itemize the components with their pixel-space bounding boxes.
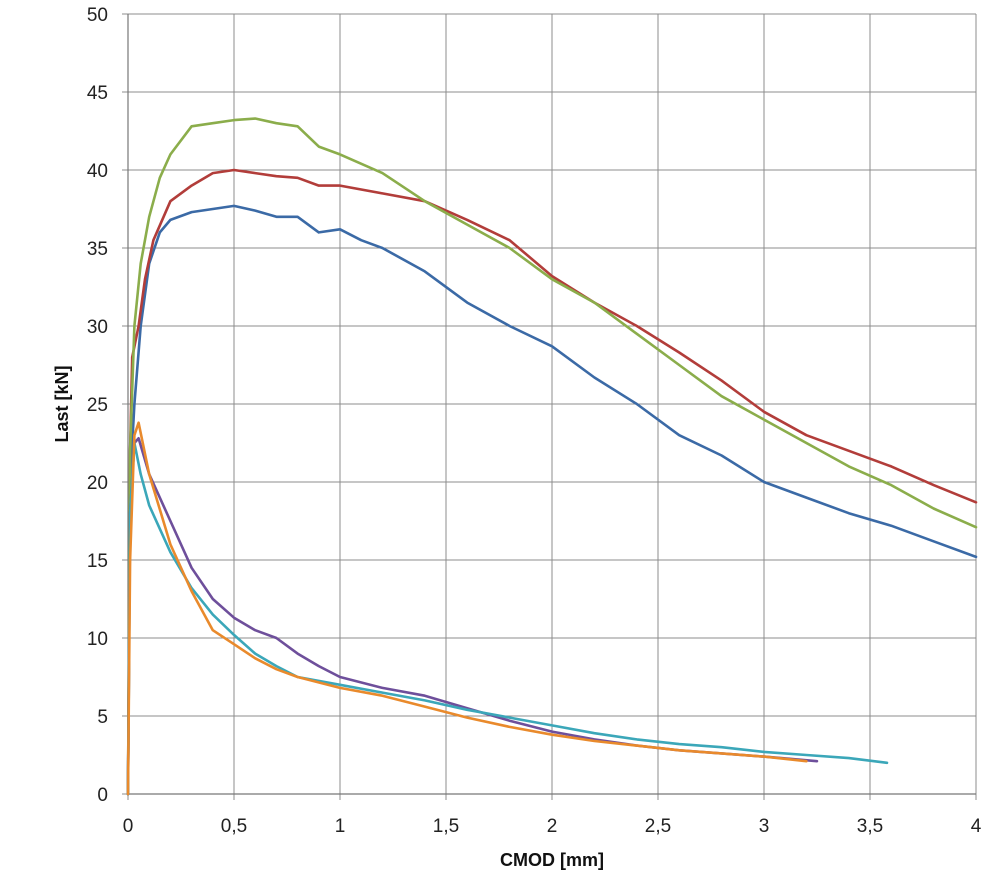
series-line-cyan xyxy=(126,441,889,796)
y-tick-label: 40 xyxy=(87,161,108,182)
tick-labels: 0 5 10 15 20 25 30 35 40 45 50 0 0,5 1 1,5 2 2,5 3 3,5 4 xyxy=(87,5,982,837)
series-line-red xyxy=(126,168,978,796)
series-group xyxy=(126,117,978,796)
series-line-orange xyxy=(126,421,808,796)
x-tick-label: 3,5 xyxy=(857,816,883,837)
x-tick-label: 3 xyxy=(759,816,770,837)
y-tick-label: 45 xyxy=(87,83,108,104)
y-tick-label: 25 xyxy=(87,395,108,416)
series-line-green xyxy=(126,117,978,796)
x-tick-label: 0 xyxy=(123,816,134,837)
x-tick-label: 2 xyxy=(547,816,558,837)
series-line-purple xyxy=(126,437,819,796)
y-axis-title: Last [kN] xyxy=(52,365,72,442)
y-tick-label: 35 xyxy=(87,239,108,260)
x-axis-title: CMOD [mm] xyxy=(500,850,604,870)
y-tick-label: 10 xyxy=(87,629,108,650)
y-tick-label: 15 xyxy=(87,551,108,572)
x-tick-label: 0,5 xyxy=(221,816,247,837)
grid xyxy=(122,13,977,800)
x-tick-label: 2,5 xyxy=(645,816,671,837)
y-tick-label: 30 xyxy=(87,317,108,338)
x-tick-label: 1 xyxy=(335,816,346,837)
y-tick-label: 5 xyxy=(97,707,108,728)
x-tick-label: 4 xyxy=(971,816,982,837)
y-tick-label: 20 xyxy=(87,473,108,494)
y-tick-label: 50 xyxy=(87,5,108,26)
x-tick-label: 1,5 xyxy=(433,816,459,837)
y-tick-label: 0 xyxy=(97,785,108,806)
series-line-blue xyxy=(126,204,978,796)
